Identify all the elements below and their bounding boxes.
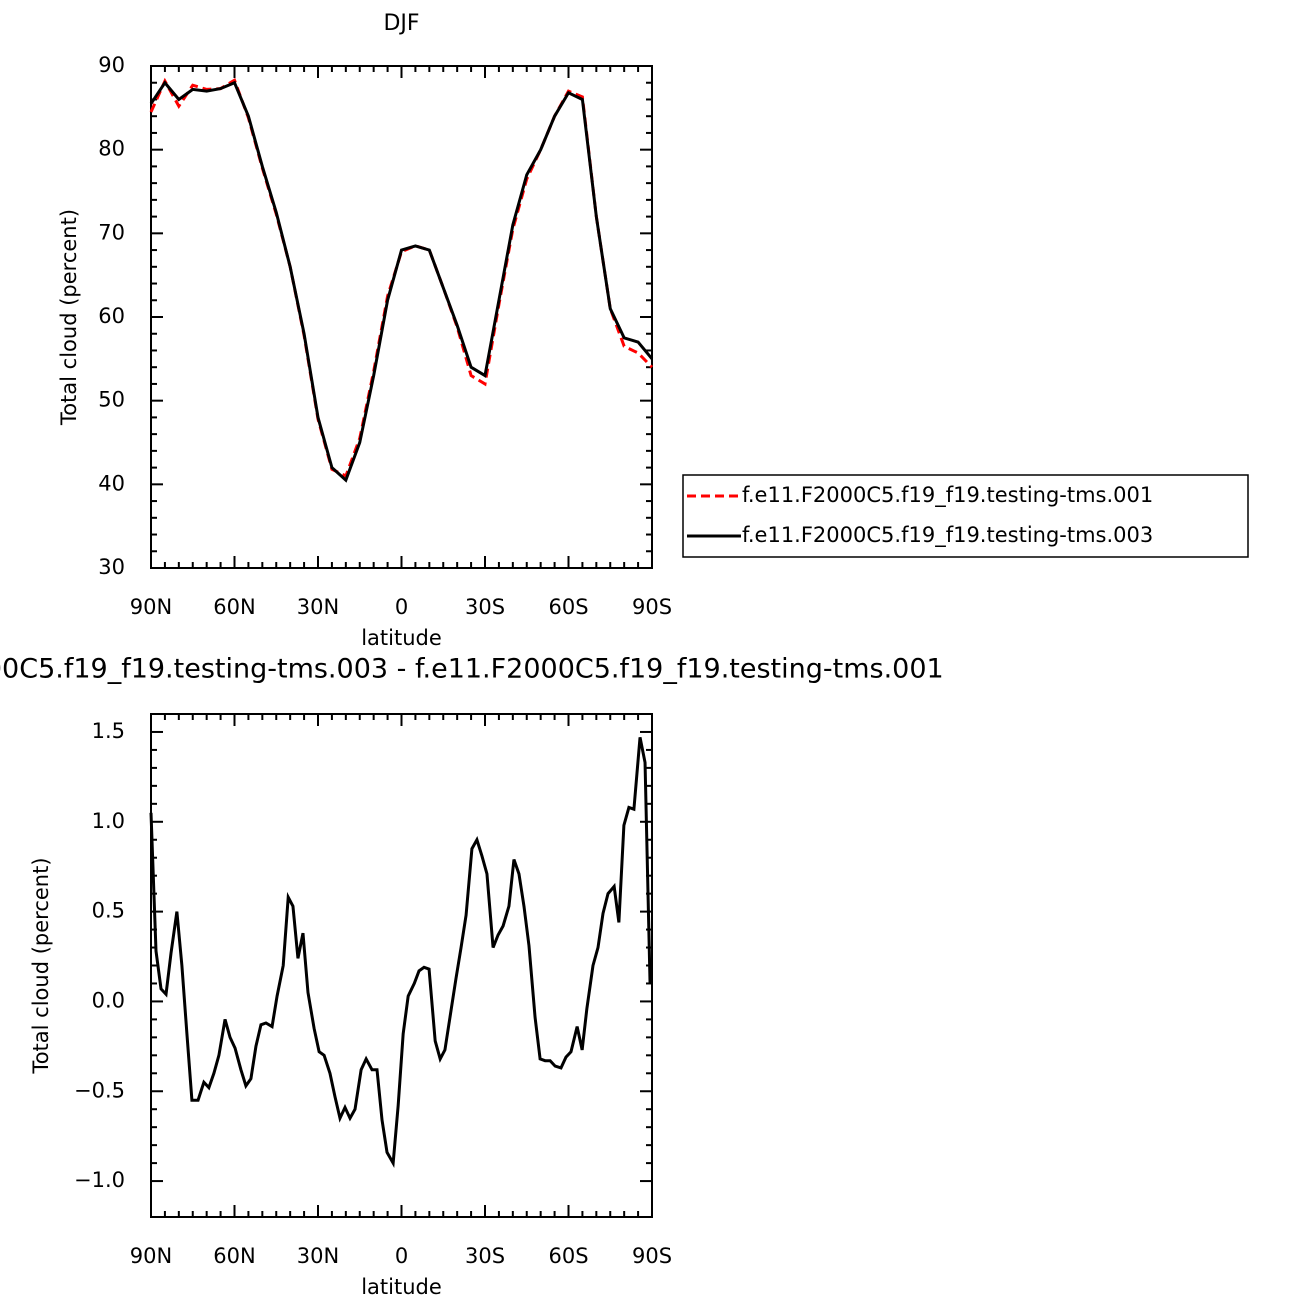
chart-title: f.e11.F2000C5.f19_f19.testing-tms.003 - … bbox=[0, 654, 944, 685]
x-tick-label: 90N bbox=[130, 595, 172, 619]
y-tick-label: 80 bbox=[98, 137, 125, 161]
y-axis-title: Total cloud (percent) bbox=[57, 209, 81, 426]
legend-label: f.e11.F2000C5.f19_f19.testing-tms.001 bbox=[742, 483, 1153, 508]
plot-frame bbox=[150, 713, 653, 1218]
y-tick-label: 1.0 bbox=[92, 809, 125, 833]
x-tick-label: 90S bbox=[632, 1244, 672, 1268]
y-tick-label: 60 bbox=[98, 304, 125, 328]
data-line bbox=[149, 77, 654, 479]
x-tick-label: 60N bbox=[213, 595, 255, 619]
x-tick-label: 30S bbox=[465, 595, 505, 619]
legend-box bbox=[682, 474, 1249, 558]
plot-frame bbox=[150, 65, 653, 569]
x-tick-label: 30S bbox=[465, 1244, 505, 1268]
chart-title: DJF bbox=[383, 11, 419, 36]
data-line bbox=[149, 737, 652, 1169]
y-tick-label: 0.5 bbox=[92, 899, 125, 923]
x-tick-label: 90N bbox=[130, 1244, 172, 1268]
y-tick-label: −0.5 bbox=[74, 1078, 125, 1102]
y-tick-label: 70 bbox=[98, 220, 125, 244]
x-tick-label: 60S bbox=[548, 595, 588, 619]
data-line bbox=[149, 80, 654, 483]
x-axis-title: latitude bbox=[361, 1275, 442, 1299]
y-tick-label: 0.0 bbox=[92, 988, 125, 1012]
y-axis-title: Total cloud (percent) bbox=[29, 857, 53, 1074]
x-axis-title: latitude bbox=[361, 626, 442, 650]
y-tick-label: 90 bbox=[98, 53, 125, 77]
y-tick-label: −1.0 bbox=[74, 1168, 125, 1192]
x-tick-label: 90S bbox=[632, 595, 672, 619]
y-tick-label: 40 bbox=[98, 471, 125, 495]
y-tick-label: 50 bbox=[98, 388, 125, 412]
x-tick-label: 30N bbox=[297, 595, 339, 619]
y-tick-label: 1.5 bbox=[92, 719, 125, 743]
x-tick-label: 0 bbox=[395, 595, 408, 619]
x-tick-label: 60N bbox=[213, 1244, 255, 1268]
y-tick-label: 30 bbox=[98, 555, 125, 579]
legend-label: f.e11.F2000C5.f19_f19.testing-tms.003 bbox=[742, 523, 1153, 548]
x-tick-label: 30N bbox=[297, 1244, 339, 1268]
x-tick-label: 0 bbox=[395, 1244, 408, 1268]
x-tick-label: 60S bbox=[548, 1244, 588, 1268]
